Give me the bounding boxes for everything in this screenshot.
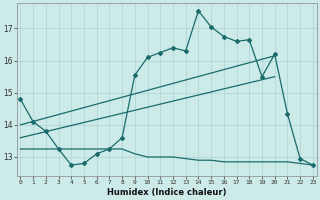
X-axis label: Humidex (Indice chaleur): Humidex (Indice chaleur) <box>107 188 226 197</box>
